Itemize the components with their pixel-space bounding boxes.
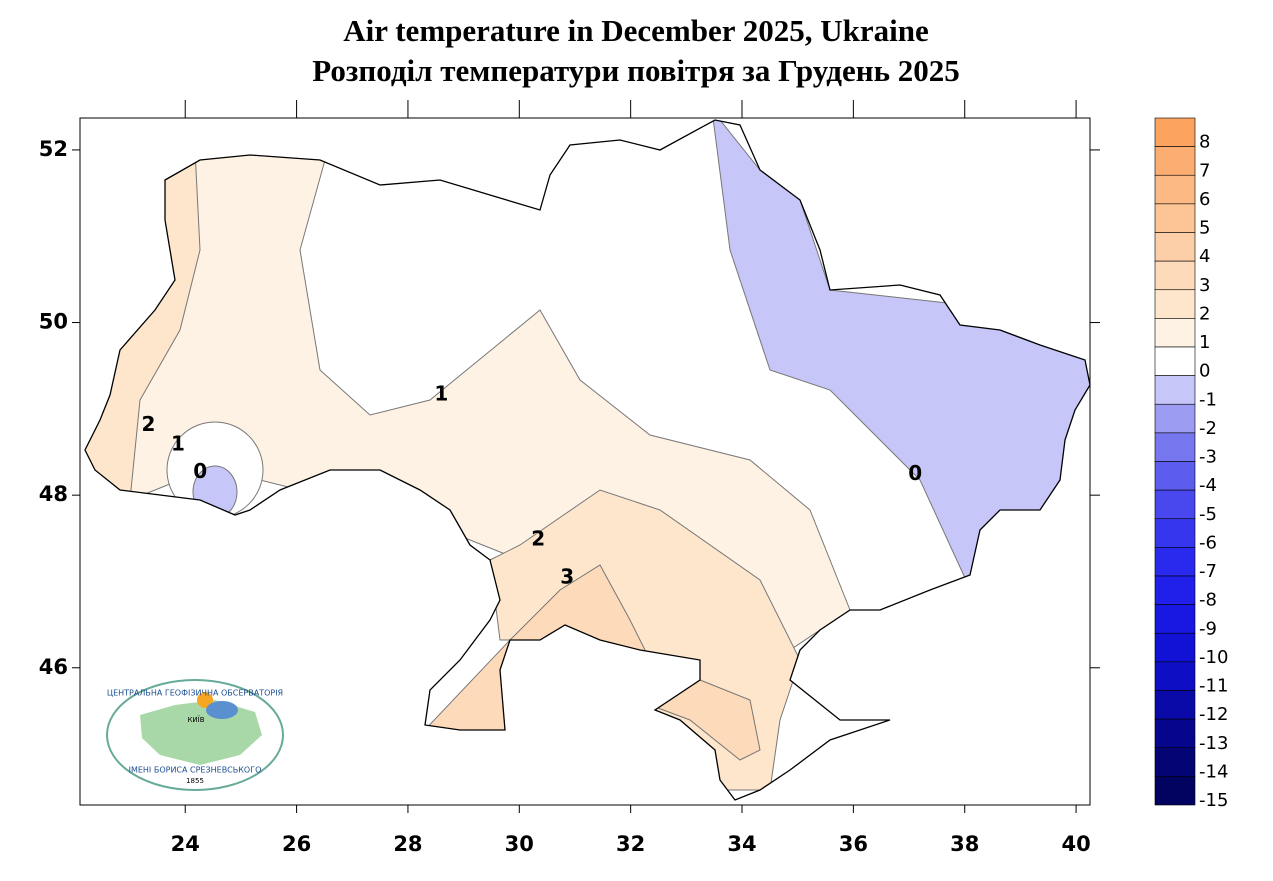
colorbar-label: -12 [1199, 704, 1228, 725]
colorbar-label: -13 [1199, 733, 1228, 754]
x-tick-label: 40 [1061, 832, 1090, 856]
y-tick-label: 46 [39, 655, 68, 679]
colorbar-label: -8 [1199, 590, 1217, 611]
colorbar-box [1154, 203, 1196, 233]
colorbar-label: -3 [1199, 447, 1217, 468]
logo-year: 1855 [186, 777, 204, 785]
contour-label: 1 [171, 432, 185, 456]
colorbar-box [1154, 289, 1196, 319]
subtitle: Розподіл температури повітря за Грудень … [312, 53, 959, 88]
colorbar-box [1154, 690, 1196, 720]
colorbar-label: 6 [1199, 189, 1210, 210]
contour-label: 0 [908, 461, 922, 485]
colorbar-label: 8 [1199, 132, 1210, 153]
y-tick-label: 50 [39, 310, 68, 334]
colorbar-box [1154, 718, 1196, 749]
contour-label: 2 [531, 527, 545, 551]
colorbar-box [1154, 604, 1196, 634]
logo: ЦЕНТРАЛЬНА ГЕОФІЗИЧНА ОБСЕРВАТОРІЯ КИЇВ … [106, 679, 284, 791]
y-tick-label: 52 [39, 137, 68, 161]
x-tick-label: 34 [727, 832, 756, 856]
colorbar-box [1154, 489, 1196, 520]
logo-top-text: ЦЕНТРАЛЬНА ГЕОФІЗИЧНА ОБСЕРВАТОРІЯ [107, 689, 283, 698]
x-tick-label: 30 [505, 832, 534, 856]
colorbar-box [1154, 632, 1196, 663]
contour-label: 0 [193, 459, 207, 483]
colorbar-label: 2 [1199, 303, 1210, 324]
colorbar-box [1154, 547, 1196, 577]
colorbar-box [1154, 403, 1196, 434]
logo-bottom-text: ІМЕНІ БОРИСА СРЕЗНЕВСЬКОГО [129, 766, 262, 775]
colorbar-box [1154, 174, 1196, 205]
colorbar-label: -1 [1199, 389, 1217, 410]
colorbar-box [1154, 260, 1196, 291]
x-tick-label: 38 [950, 832, 979, 856]
colorbar-box [1154, 575, 1196, 605]
contour-label: 2 [142, 412, 156, 436]
colorbar-box [1154, 776, 1196, 806]
colorbar-label: -5 [1199, 504, 1217, 525]
y-tick-label: 48 [39, 482, 68, 506]
x-tick-label: 32 [616, 832, 645, 856]
colorbar-label: -6 [1199, 532, 1217, 553]
colorbar-label: -2 [1199, 418, 1217, 439]
colorbar-box [1154, 146, 1196, 176]
colorbar-label: 4 [1199, 246, 1210, 267]
colorbar-box [1154, 346, 1196, 376]
colorbar-label: -10 [1199, 647, 1228, 668]
colorbar-box [1154, 461, 1196, 491]
colorbar-box [1154, 318, 1196, 348]
colorbar-box [1154, 232, 1196, 262]
colorbar-label: 3 [1199, 275, 1210, 296]
contour-label: 3 [560, 565, 574, 589]
colorbar-label: -7 [1199, 561, 1217, 582]
x-tick-label: 26 [282, 832, 311, 856]
colorbar-label: -15 [1199, 790, 1228, 811]
colorbar-label: 1 [1199, 332, 1210, 353]
contour-label: 1 [434, 382, 448, 406]
colorbar-label: -11 [1199, 676, 1228, 697]
colorbar-label: 0 [1199, 361, 1210, 382]
x-tick-label: 36 [839, 832, 868, 856]
colorbar-box [1154, 375, 1196, 405]
ukraine-border [84, 119, 1091, 801]
colorbar-label: -9 [1199, 618, 1217, 639]
colorbar-label: 7 [1199, 160, 1210, 181]
colorbar-box [1154, 518, 1196, 548]
colorbar-box [1154, 117, 1196, 147]
colorbar-box [1154, 432, 1196, 462]
colorbar-label: -14 [1199, 761, 1228, 782]
x-tick-label: 28 [393, 832, 422, 856]
title: Air temperature in December 2025, Ukrain… [343, 13, 928, 48]
logo-city: КИЇВ [187, 715, 204, 724]
colorbar-label: 5 [1199, 218, 1210, 239]
colorbar-box [1154, 747, 1196, 777]
colorbar-box [1154, 661, 1196, 691]
x-tick-label: 24 [171, 832, 200, 856]
colorbar-label: -4 [1199, 475, 1217, 496]
